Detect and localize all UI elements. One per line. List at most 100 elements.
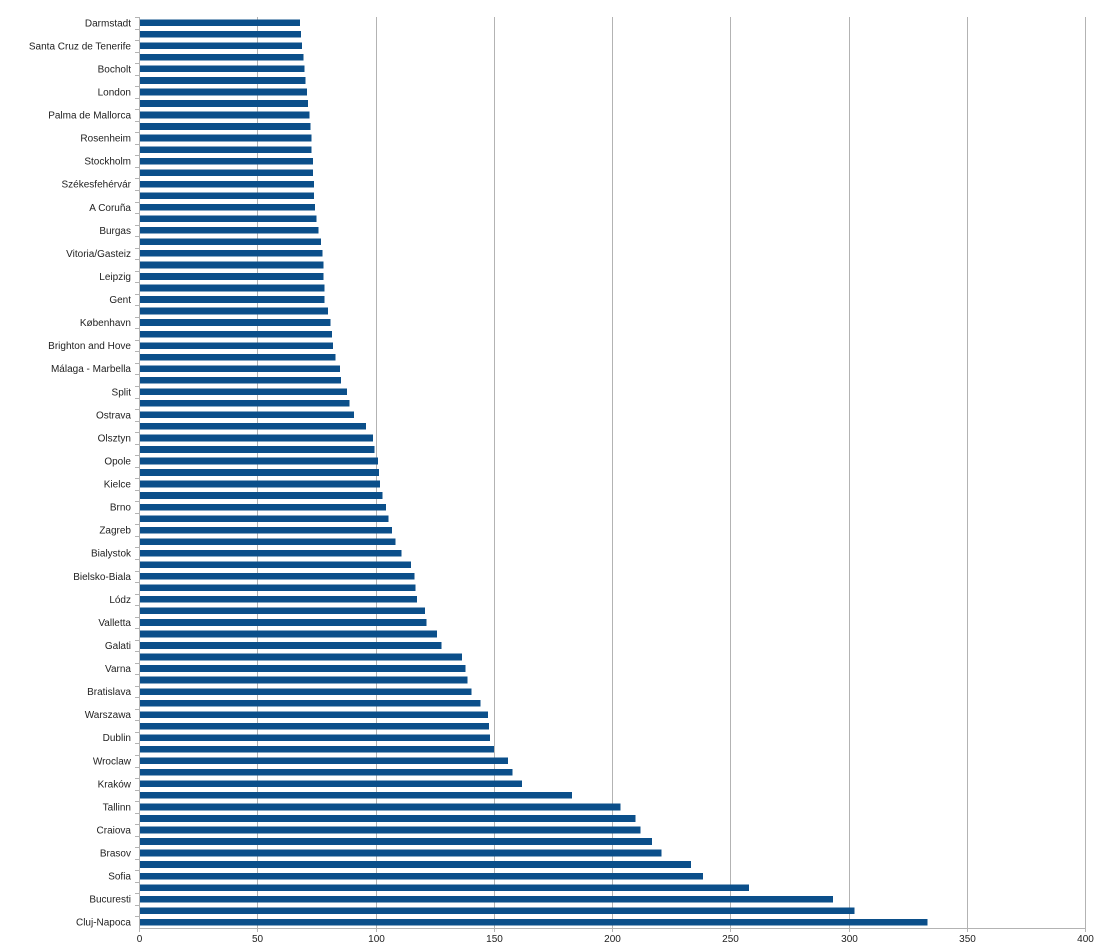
category-label: Palma de Mallorca (48, 111, 131, 122)
bar (140, 330, 332, 338)
bar (140, 699, 481, 707)
x-tick-label: 100 (368, 934, 385, 945)
category-label: Olsztyn (98, 433, 131, 444)
bar (140, 342, 333, 349)
category-label: Bialystok (91, 549, 132, 560)
category-label: Bocholt (98, 64, 132, 75)
category-label: Bielsko-Biala (73, 572, 131, 583)
x-tick-label: 300 (841, 934, 858, 945)
bar (140, 503, 387, 511)
category-label: Craiova (97, 825, 132, 836)
bar (140, 88, 307, 96)
bar (140, 803, 621, 811)
bar (140, 238, 322, 246)
bar (140, 711, 488, 719)
category-label: Kielce (104, 480, 132, 491)
bar (140, 169, 313, 177)
bar (140, 780, 523, 788)
bar (140, 180, 315, 188)
x-tick-label: 50 (252, 934, 264, 945)
bar (140, 457, 378, 465)
bar (140, 146, 312, 153)
category-label: Gent (109, 295, 131, 306)
bar (140, 296, 325, 303)
category-label: Warszawa (85, 710, 132, 721)
category-label: Bucuresti (89, 895, 131, 906)
bar (140, 596, 417, 603)
category-label: Leipzig (99, 272, 131, 283)
category-label: Brasov (100, 849, 131, 860)
bar (140, 157, 313, 165)
category-label: Valletta (98, 618, 131, 629)
category-label: Wroclaw (93, 756, 132, 767)
bar (140, 572, 415, 580)
bar (140, 872, 704, 880)
bar (140, 745, 494, 753)
bar (140, 907, 855, 915)
bar (140, 434, 374, 442)
bar (140, 215, 317, 223)
bar (140, 353, 336, 361)
bar (140, 284, 325, 292)
bar (140, 30, 301, 38)
bar (140, 492, 383, 499)
category-labels: Darmstadt Santa Cruz de Tenerife Bocholt Lo… (29, 18, 132, 928)
bar (140, 100, 309, 107)
bar (140, 365, 341, 373)
category-label: Stockholm (84, 157, 131, 168)
category-label: Rosenheim (80, 134, 131, 145)
x-tick-labels: 0 50 100 150 200 250 300 350 400 (137, 934, 1095, 945)
bar (140, 607, 426, 615)
bar (140, 722, 490, 730)
bar (140, 676, 468, 684)
bar (140, 423, 367, 430)
bar (140, 584, 416, 592)
bar (140, 734, 491, 742)
category-label: Split (112, 387, 132, 398)
bar (140, 54, 304, 61)
axes (135, 17, 1086, 932)
category-label: Brno (110, 503, 132, 514)
bar (140, 792, 572, 799)
category-label: Tallinn (103, 802, 131, 813)
category-label: Bratislava (87, 687, 131, 698)
bar (140, 665, 466, 672)
x-tick-label: 350 (959, 934, 976, 945)
bar (140, 273, 324, 280)
bar (140, 134, 312, 142)
bar (140, 65, 305, 73)
category-label: Lódz (109, 595, 131, 606)
bar (140, 526, 393, 534)
bar (140, 226, 319, 234)
bar (140, 849, 662, 857)
bar (140, 446, 375, 453)
bar (140, 261, 324, 269)
bar (140, 515, 389, 522)
bar (140, 77, 306, 84)
category-label: Darmstadt (85, 18, 131, 29)
bar (140, 815, 636, 822)
category-label: Zagreb (99, 526, 131, 537)
bar (140, 480, 381, 488)
bar (140, 42, 303, 50)
category-label: Dublin (103, 733, 131, 744)
x-tick-label: 400 (1077, 934, 1094, 945)
category-label: Ostrava (96, 410, 131, 421)
grid-lines (257, 17, 1086, 928)
category-label: Santa Cruz de Tenerife (29, 41, 132, 52)
category-label: København (80, 318, 131, 329)
bars (140, 19, 928, 926)
bar (140, 861, 692, 868)
bar (140, 250, 323, 257)
bar (140, 757, 508, 765)
bar (140, 895, 834, 903)
category-label: Sofia (108, 872, 131, 883)
bar (140, 388, 348, 396)
bar (140, 630, 437, 638)
bar (140, 203, 316, 211)
x-tick-label: 0 (137, 934, 143, 945)
bar (140, 376, 342, 384)
x-tick-label: 150 (486, 934, 503, 945)
bar (140, 619, 427, 626)
